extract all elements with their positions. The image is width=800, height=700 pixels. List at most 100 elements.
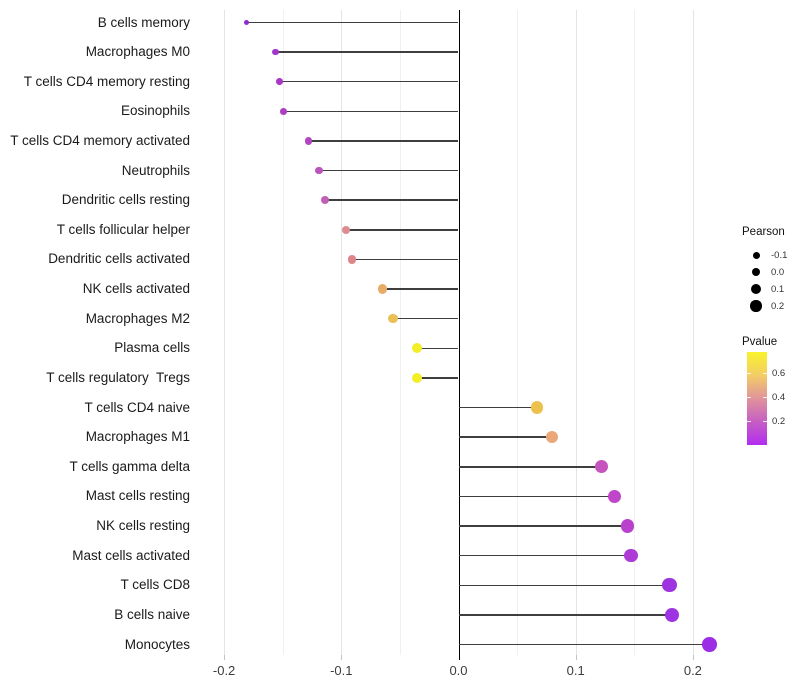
gridline-minor bbox=[399, 10, 401, 655]
lollipop-stem bbox=[458, 554, 631, 557]
gridline-major bbox=[341, 10, 343, 655]
lollipop-dot bbox=[275, 78, 283, 86]
lollipop-dot bbox=[664, 607, 679, 622]
lollipop-dot bbox=[412, 343, 423, 354]
lollipop-dot bbox=[377, 284, 387, 294]
lollipop-dot bbox=[594, 460, 609, 474]
lollipop-stem bbox=[382, 288, 459, 290]
colorbar-tick bbox=[747, 420, 751, 422]
category-label: Mast cells activated bbox=[72, 547, 190, 563]
x-axis-tick-label: -0.1 bbox=[330, 663, 353, 678]
gridline-major bbox=[692, 10, 694, 655]
gridline-minor bbox=[282, 10, 284, 655]
size-legend-label: 0.0 bbox=[771, 267, 785, 278]
x-axis-tick-label: -0.2 bbox=[212, 663, 236, 678]
gridline-major bbox=[575, 10, 577, 655]
colorbar-tick bbox=[763, 420, 767, 422]
category-label: T cells CD8 bbox=[120, 577, 190, 593]
lollipop-dot bbox=[607, 489, 622, 504]
category-label: Plasma cells bbox=[114, 340, 190, 356]
lollipop-stem bbox=[275, 51, 459, 53]
lollipop-stem bbox=[324, 199, 459, 201]
zero-axis-line bbox=[458, 10, 460, 660]
lollipop-stem bbox=[417, 377, 459, 379]
gridline-minor bbox=[634, 10, 636, 655]
category-label: T cells follicular helper bbox=[56, 221, 190, 237]
gridline-major bbox=[224, 10, 226, 655]
lollipop-dot bbox=[243, 19, 250, 26]
category-label: Macrophages M1 bbox=[85, 429, 190, 445]
lollipop-stem bbox=[279, 80, 459, 83]
lollipop-dot bbox=[662, 578, 677, 593]
lollipop-dot bbox=[530, 401, 544, 414]
category-label: Neutrophils bbox=[121, 162, 190, 178]
lollipop-dot bbox=[280, 107, 288, 115]
category-label: T cells gamma delta bbox=[69, 458, 190, 474]
lollipop-stem bbox=[458, 406, 538, 409]
x-axis-tick bbox=[575, 655, 577, 660]
lollipop-stem bbox=[319, 169, 459, 172]
lollipop-stem bbox=[283, 110, 459, 113]
lollipop-dot bbox=[623, 548, 638, 563]
x-axis-tick bbox=[692, 655, 694, 660]
category-label: T cells regulatory Tregs bbox=[46, 369, 190, 385]
lollipop-dot bbox=[620, 519, 635, 533]
lollipop-stem bbox=[458, 643, 710, 646]
lollipop-dot bbox=[412, 372, 423, 383]
size-legend-label: 0.2 bbox=[771, 301, 785, 312]
category-label: B cells memory bbox=[97, 14, 190, 30]
lollipop-stem bbox=[458, 614, 672, 616]
size-legend-label: -0.1 bbox=[771, 250, 788, 261]
lollipop-dot bbox=[320, 196, 329, 205]
size-legend-dot bbox=[752, 251, 760, 259]
category-label: T cells CD4 memory resting bbox=[23, 73, 190, 89]
lollipop-stem bbox=[458, 466, 602, 468]
lollipop-stem bbox=[392, 317, 459, 320]
x-axis-tick-label: 0.0 bbox=[449, 663, 468, 678]
category-label: Eosinophils bbox=[120, 103, 190, 119]
lollipop-stem bbox=[458, 584, 670, 587]
category-label: Dendritic cells resting bbox=[61, 192, 190, 208]
lollipop-dot bbox=[315, 166, 323, 175]
size-legend-title: Pearson bbox=[742, 226, 785, 238]
lollipop-dot bbox=[546, 430, 559, 444]
category-label: B cells naive bbox=[114, 606, 190, 622]
size-legend-dot bbox=[750, 300, 762, 312]
category-label: T cells CD4 naive bbox=[84, 399, 190, 415]
category-label: T cells CD4 memory activated bbox=[10, 132, 190, 148]
colorbar-label: 0.4 bbox=[772, 391, 786, 403]
size-legend-dot bbox=[751, 284, 761, 294]
x-axis-tick-label: 0.2 bbox=[683, 663, 702, 678]
colorbar-label: 0.2 bbox=[772, 415, 786, 427]
category-label: Macrophages M2 bbox=[85, 310, 190, 326]
lollipop-dot bbox=[272, 48, 279, 56]
lollipop-stem bbox=[246, 21, 459, 24]
lollipop-dot bbox=[341, 225, 351, 235]
category-label: Macrophages M0 bbox=[85, 44, 190, 60]
x-axis-tick-label: 0.1 bbox=[566, 663, 585, 678]
colorbar-tick bbox=[747, 372, 751, 374]
x-axis-tick bbox=[224, 655, 226, 660]
lollipop-dot bbox=[701, 637, 717, 652]
category-label: Dendritic cells activated bbox=[48, 251, 190, 267]
colorbar-tick bbox=[763, 372, 767, 374]
category-label: NK cells resting bbox=[96, 518, 190, 534]
x-axis-tick bbox=[341, 655, 343, 660]
category-label: Monocytes bbox=[124, 636, 190, 652]
lollipop-dot bbox=[347, 255, 357, 264]
lollipop-stem bbox=[458, 436, 553, 438]
category-label: NK cells activated bbox=[82, 281, 190, 297]
colorbar-tick bbox=[747, 396, 751, 398]
lollipop-stem bbox=[351, 258, 459, 261]
lollipop-stem bbox=[458, 525, 628, 527]
lollipop-stem bbox=[308, 140, 459, 142]
lollipop-stem bbox=[345, 229, 459, 231]
color-legend-title: Pvalue bbox=[742, 336, 778, 348]
lollipop-dot bbox=[304, 137, 313, 145]
lollipop-stem bbox=[417, 347, 459, 350]
pvalue-colorbar bbox=[747, 352, 767, 445]
size-legend-dot bbox=[751, 267, 761, 277]
gridline-minor bbox=[517, 10, 519, 655]
colorbar-label: 0.6 bbox=[772, 367, 786, 379]
